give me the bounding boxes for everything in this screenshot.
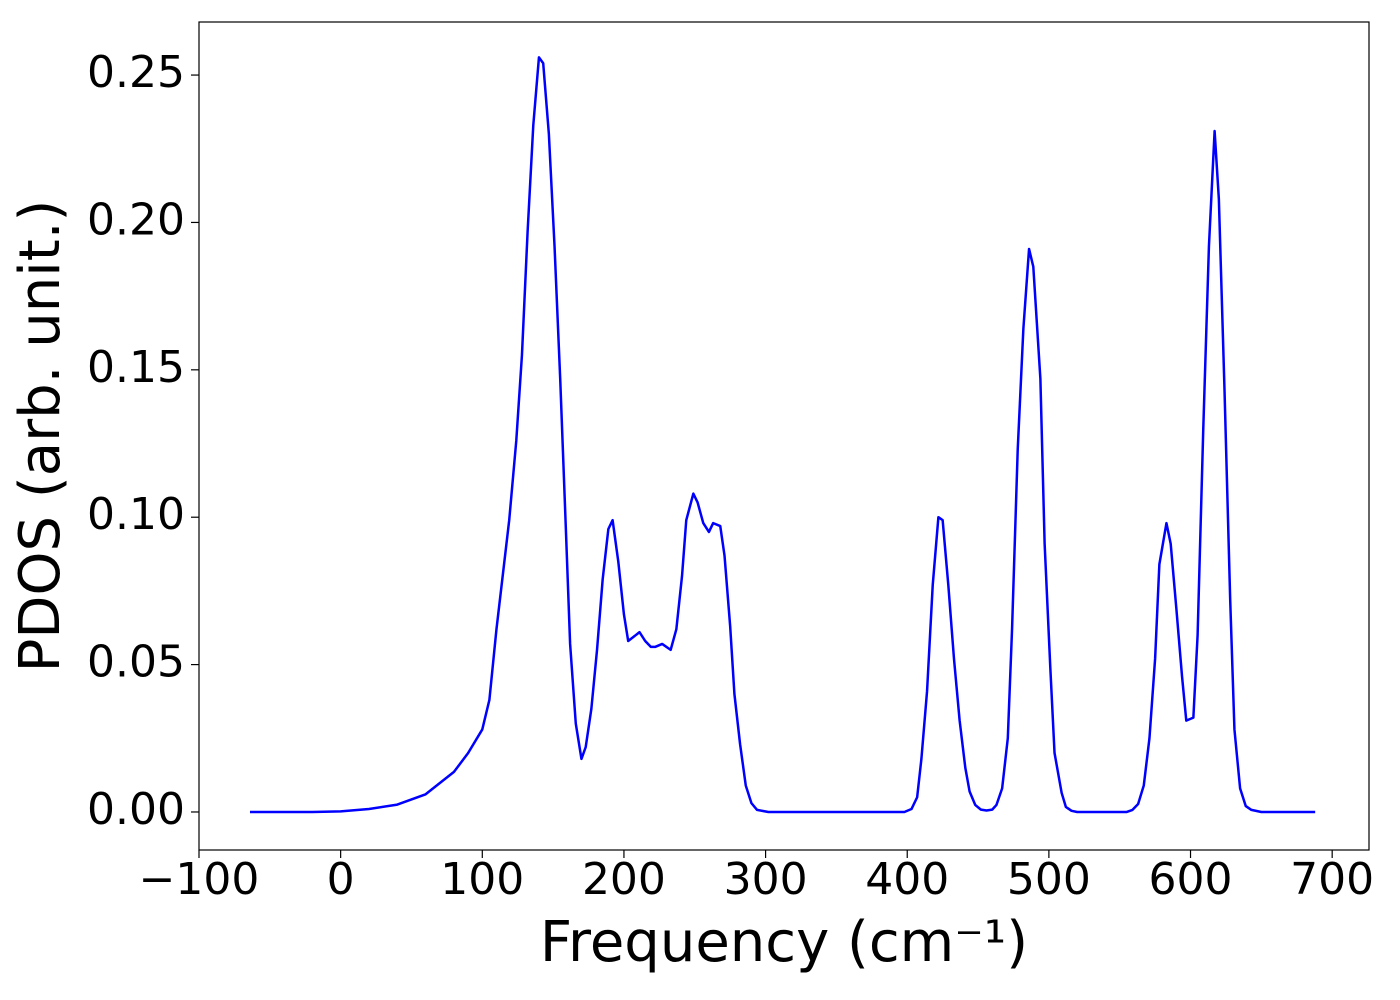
plot-frame bbox=[198, 21, 1370, 851]
x-tick-label: 600 bbox=[1149, 854, 1233, 905]
y-tick-label: 0.15 bbox=[87, 342, 185, 393]
x-axis-label: Frequency (cm⁻¹) bbox=[540, 910, 1028, 975]
y-tick-label: 0.05 bbox=[87, 637, 185, 688]
y-tick-label: 0.10 bbox=[87, 489, 185, 540]
x-tick-label: 300 bbox=[724, 854, 808, 905]
x-tick-label: 0 bbox=[327, 854, 355, 905]
y-tick-label: 0.20 bbox=[87, 194, 185, 245]
x-tick-label: 400 bbox=[865, 854, 949, 905]
y-tick-label: 0.25 bbox=[87, 47, 185, 98]
x-tick-label: 200 bbox=[582, 854, 666, 905]
y-axis-label: PDOS (arb. unit.) bbox=[8, 200, 73, 673]
y-tick-label: 0.00 bbox=[87, 784, 185, 835]
x-tick-label: 100 bbox=[440, 854, 524, 905]
x-tick-label: 700 bbox=[1290, 854, 1374, 905]
x-tick-label: 500 bbox=[1007, 854, 1091, 905]
x-tick-label: −100 bbox=[139, 854, 260, 905]
data-line bbox=[249, 56, 1316, 814]
